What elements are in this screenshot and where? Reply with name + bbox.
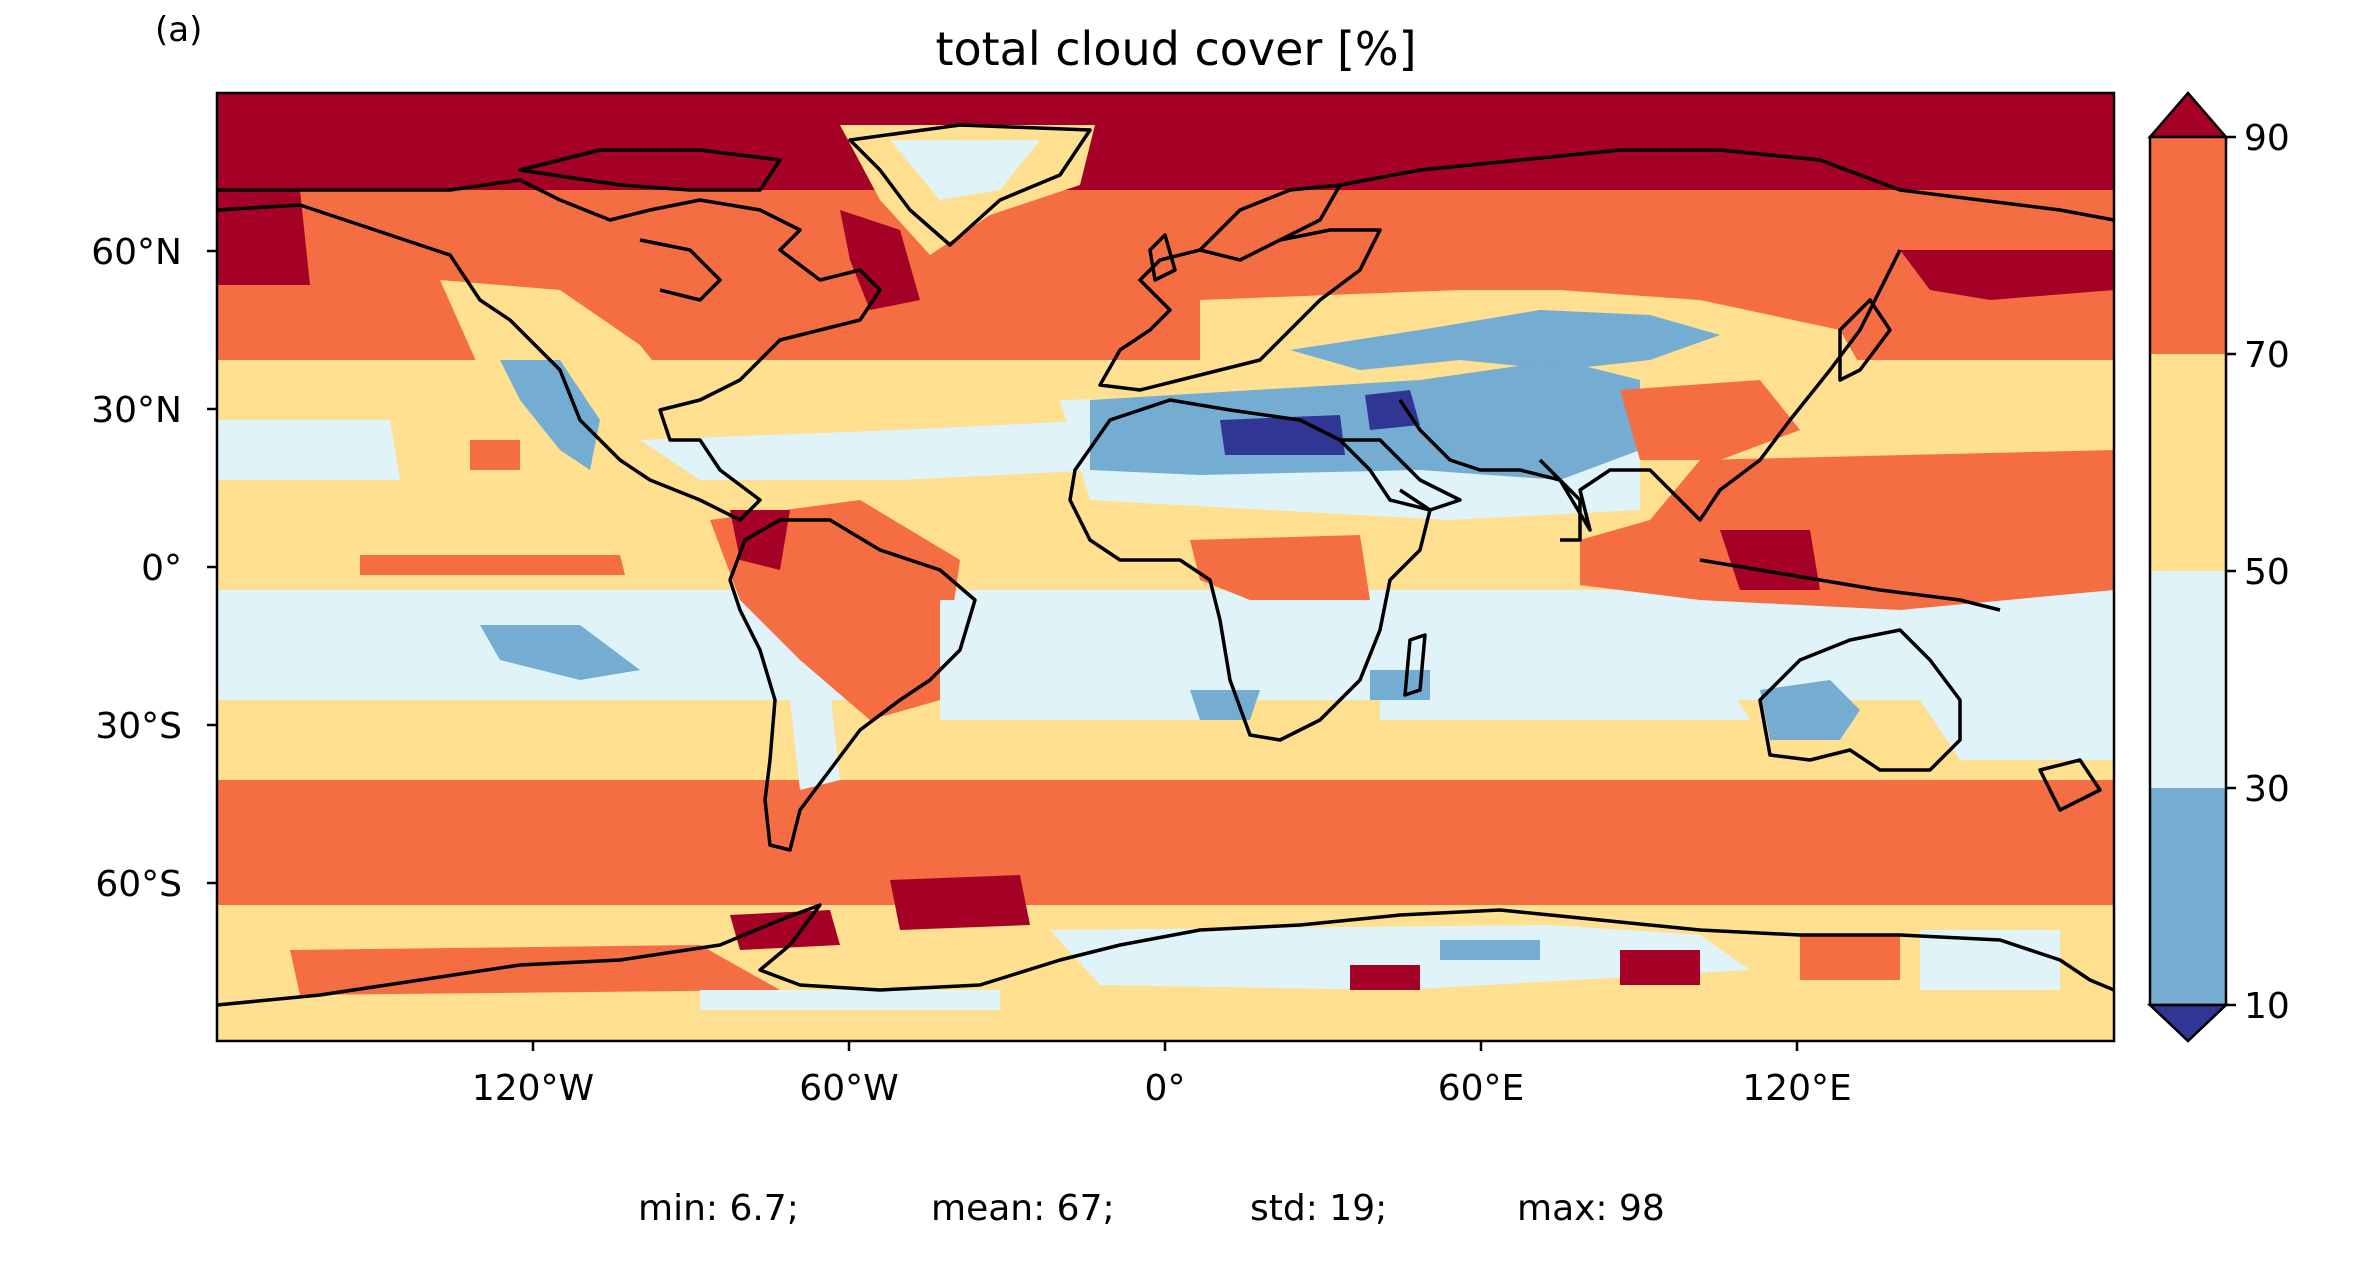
- south-africa-blue: [1190, 690, 1260, 720]
- band-arctic: [217, 93, 2114, 203]
- coast-arabia: [1340, 438, 1462, 512]
- x-ticks-bottom: [531, 1041, 1799, 1051]
- coast-indonesia: [1699, 558, 2001, 612]
- x-tick-label-120w: 120°W: [472, 1068, 594, 1109]
- coast-uk: [1148, 233, 1177, 282]
- stat-std: std: 19;: [1250, 1188, 1388, 1229]
- colorbar-label-90: 90: [2244, 118, 2290, 159]
- band-southern-ocean: [217, 780, 2114, 920]
- subtropical-atlantic-light: [640, 420, 1100, 480]
- coast-new-zealand: [2038, 758, 2102, 812]
- central-america-red: [730, 510, 790, 570]
- map-title: total cloud cover [%]: [0, 22, 2362, 76]
- coast-madagascar: [1403, 633, 1427, 697]
- antarctic-red-2: [1350, 965, 1420, 990]
- coast-australia: [1758, 628, 1962, 772]
- india-red: [1620, 380, 1800, 460]
- sw-pacific-light: [1900, 640, 2114, 760]
- colorbar-segment-10-30: [2150, 788, 2226, 1005]
- coastlines: [217, 123, 2114, 1007]
- west-pacific-red: [1580, 450, 2114, 610]
- australia-blue: [1760, 680, 1860, 740]
- central-africa-red: [1190, 535, 1370, 600]
- x-tick-label-0: 0°: [1145, 1068, 1186, 1109]
- s-indian-light: [1380, 630, 1750, 720]
- antarctic-red-1: [1620, 950, 1700, 985]
- east-siberia-red: [1900, 250, 2114, 300]
- stat-mean: mean: 67;: [931, 1188, 1115, 1229]
- coast-arctic-islands: [518, 148, 782, 192]
- antarctic-orange: [1800, 935, 1900, 980]
- antarctic-light-2: [1920, 930, 2060, 990]
- colorbar-segment-30-50: [2150, 571, 2226, 788]
- north-atlantic-red: [840, 210, 920, 310]
- coast-asia-east: [1398, 249, 1902, 532]
- coast-greenland: [848, 123, 1092, 247]
- us-southwest-blue: [500, 360, 600, 470]
- arabia-darkblue: [1365, 390, 1420, 430]
- ne-pacific-arctic: [217, 190, 310, 285]
- y-tick-label-eq: 0°: [141, 548, 182, 589]
- colorbar-label-50: 50: [2244, 552, 2290, 593]
- y-tick-label-60n: 60°N: [91, 232, 182, 273]
- y-ticks-left: [207, 249, 217, 885]
- colorbar-segment-50-70: [2150, 354, 2226, 571]
- mexico-red: [470, 440, 520, 470]
- coast-africa: [1068, 398, 1432, 742]
- south-america-light: [790, 690, 840, 790]
- colorbar-label-30: 30: [2244, 769, 2290, 810]
- coast-asia-north: [1339, 148, 2114, 222]
- ross-sea-light: [700, 990, 1000, 1010]
- antarctic-blue: [1440, 940, 1540, 960]
- colorbar-label-10: 10: [2244, 986, 2290, 1027]
- colorbar-extend-max: [2147, 91, 2229, 139]
- y-tick-label-30s: 30°S: [95, 706, 182, 747]
- s-pacific-blue: [480, 625, 640, 680]
- map-title-text: total cloud cover [%]: [935, 22, 1417, 76]
- n-pacific-light: [217, 420, 400, 480]
- colorbar: 90 70 50 30 10: [2146, 91, 2290, 1043]
- coast-europe: [1098, 228, 1382, 392]
- stat-min: min: 6.7;: [638, 1188, 799, 1229]
- x-tick-label-60e: 60°E: [1438, 1068, 1525, 1109]
- stat-max: max: 98: [1517, 1188, 1665, 1229]
- coast-japan: [1838, 298, 1892, 382]
- colorbar-segment-70-90: [2150, 137, 2226, 354]
- coast-india: [1538, 458, 1582, 542]
- coast-north-america: [217, 178, 882, 522]
- cloud-cover-field: [217, 93, 2114, 1041]
- panel-label: (a): [155, 10, 203, 50]
- greenland-inner: [890, 140, 1040, 200]
- colorbar-extend-min: [2146, 1003, 2230, 1043]
- colorbar-label-70: 70: [2244, 335, 2290, 376]
- s-ocean-red-1: [890, 875, 1030, 930]
- coast-antarctica: [217, 903, 2114, 1007]
- x-tick-label-60w: 60°W: [799, 1068, 898, 1109]
- coast-south-america: [728, 518, 977, 852]
- central-asia-blue: [1290, 310, 1720, 370]
- s-ocean-red-2: [730, 910, 840, 950]
- east-antarctica-light: [1050, 925, 1750, 990]
- south-atlantic-light: [940, 600, 1220, 720]
- y-tick-label-60s: 60°S: [95, 864, 182, 905]
- y-tick-label-30n: 30°N: [91, 390, 182, 431]
- stats-line: min: 6.7; mean: 67; std: 19; max: 98: [0, 1188, 2362, 1238]
- coast-hudson: [639, 238, 722, 302]
- east-pacific-red: [360, 555, 625, 575]
- coast-scandinavia: [1198, 183, 1342, 252]
- x-tick-label-120e: 120°E: [1742, 1068, 1851, 1109]
